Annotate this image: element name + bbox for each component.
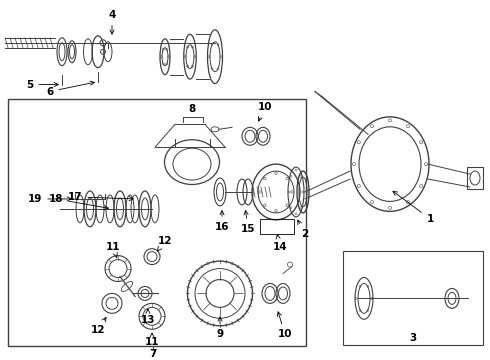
- Bar: [343, 251, 483, 345]
- Text: 7: 7: [149, 349, 157, 359]
- Text: 11: 11: [145, 333, 159, 347]
- Text: 3: 3: [409, 333, 416, 343]
- Text: 13: 13: [141, 309, 155, 325]
- Text: 19: 19: [28, 194, 71, 204]
- Text: 4: 4: [108, 10, 116, 34]
- Text: 18: 18: [49, 194, 108, 210]
- Text: 1: 1: [393, 191, 434, 224]
- Text: 2: 2: [298, 220, 309, 239]
- Text: 10: 10: [277, 312, 292, 339]
- Text: 12: 12: [157, 236, 172, 251]
- Bar: [467, 167, 483, 189]
- Text: 5: 5: [26, 80, 58, 90]
- Text: 6: 6: [47, 81, 95, 96]
- Text: 10: 10: [258, 103, 272, 121]
- Text: 11: 11: [106, 242, 120, 257]
- Bar: [8, 99, 306, 346]
- Text: 16: 16: [215, 211, 229, 232]
- Text: 12: 12: [91, 318, 106, 335]
- Text: 14: 14: [273, 235, 287, 252]
- Text: 9: 9: [217, 317, 223, 339]
- Bar: [260, 219, 294, 234]
- Text: 8: 8: [188, 104, 196, 114]
- Text: 17: 17: [68, 192, 133, 202]
- Text: 15: 15: [241, 211, 255, 234]
